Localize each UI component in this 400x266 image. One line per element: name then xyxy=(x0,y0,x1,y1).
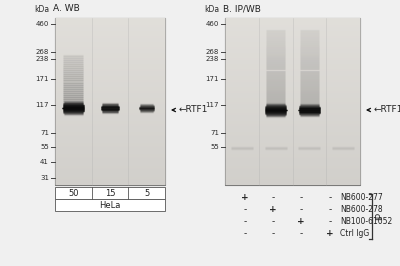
Bar xyxy=(55,199,165,211)
Text: -: - xyxy=(328,218,332,227)
Text: 171: 171 xyxy=(36,76,49,82)
Text: +: + xyxy=(297,218,305,227)
Text: ←RTF1: ←RTF1 xyxy=(374,106,400,114)
Text: 55: 55 xyxy=(40,144,49,150)
Text: kDa: kDa xyxy=(204,5,219,14)
Text: 268: 268 xyxy=(206,49,219,55)
Text: 5: 5 xyxy=(144,189,149,197)
Text: 41: 41 xyxy=(40,159,49,165)
Text: -: - xyxy=(271,193,275,202)
Text: 460: 460 xyxy=(36,21,49,27)
Text: 268: 268 xyxy=(36,49,49,55)
Text: -: - xyxy=(299,230,303,239)
Text: 238: 238 xyxy=(36,56,49,62)
Text: 460: 460 xyxy=(206,21,219,27)
Text: 238: 238 xyxy=(206,56,219,62)
Text: +: + xyxy=(326,230,334,239)
Text: 31: 31 xyxy=(40,175,49,181)
Text: A. WB: A. WB xyxy=(53,4,80,13)
Text: -: - xyxy=(299,193,303,202)
Text: -: - xyxy=(328,193,332,202)
Text: 71: 71 xyxy=(40,130,49,136)
Text: -: - xyxy=(243,218,247,227)
Text: -: - xyxy=(243,230,247,239)
Text: -: - xyxy=(271,218,275,227)
Text: NB600-277: NB600-277 xyxy=(340,193,383,202)
Text: 117: 117 xyxy=(36,102,49,108)
Text: 55: 55 xyxy=(210,144,219,150)
Bar xyxy=(55,187,165,199)
Text: ←RTF1: ←RTF1 xyxy=(179,106,208,114)
Text: -: - xyxy=(299,206,303,214)
Text: 117: 117 xyxy=(206,102,219,108)
Text: 15: 15 xyxy=(105,189,115,197)
Text: HeLa: HeLa xyxy=(99,201,121,210)
Text: IP: IP xyxy=(375,213,384,221)
Text: 50: 50 xyxy=(68,189,78,197)
Text: 171: 171 xyxy=(206,76,219,82)
Text: B. IP/WB: B. IP/WB xyxy=(223,4,261,13)
Text: Ctrl IgG: Ctrl IgG xyxy=(340,230,369,239)
Text: -: - xyxy=(328,206,332,214)
Text: -: - xyxy=(243,206,247,214)
Bar xyxy=(225,18,360,185)
Text: +: + xyxy=(269,206,277,214)
Text: kDa: kDa xyxy=(34,5,49,14)
Text: 71: 71 xyxy=(210,130,219,136)
Text: NB600-278: NB600-278 xyxy=(340,206,383,214)
Text: NB100-61052: NB100-61052 xyxy=(340,218,392,227)
Text: +: + xyxy=(241,193,249,202)
Text: -: - xyxy=(271,230,275,239)
Bar xyxy=(55,18,165,185)
